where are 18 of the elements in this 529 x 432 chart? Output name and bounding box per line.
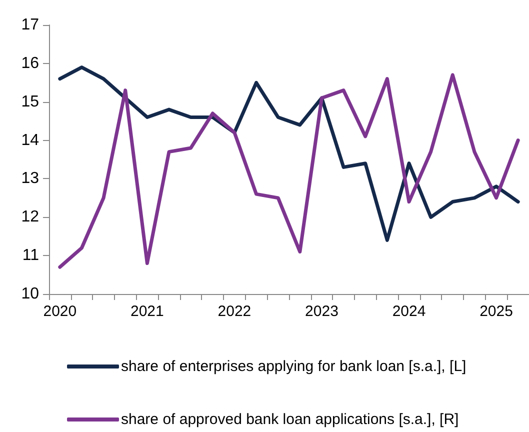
line-series — [58, 73, 520, 269]
y-tick-label: 14 — [21, 132, 40, 149]
x-tick-label: 2023 — [305, 303, 338, 320]
legend-label: share of approved bank loan applications [s.a.], [R] — [121, 411, 459, 428]
y-tick-label: 10 — [21, 286, 40, 302]
x-tick-label: 2022 — [218, 303, 252, 320]
y-tick-label: 16 — [21, 54, 40, 72]
y-tick-label: 11 — [22, 247, 40, 264]
x-tick-label: 2025 — [480, 303, 513, 320]
y-tick-label: 13 — [21, 170, 40, 188]
y-tick-label: 12 — [21, 208, 40, 226]
legend-label: share of enterprises applying for bank loan [s.a.], [L] — [121, 358, 466, 375]
x-tick-label: 2020 — [43, 303, 77, 320]
line-series — [58, 66, 520, 242]
x-tick-label: 2021 — [130, 303, 164, 320]
y-tick-label: 17 — [21, 16, 40, 34]
x-tick-label: 2024 — [392, 303, 426, 320]
y-tick-label: 15 — [21, 93, 40, 110]
